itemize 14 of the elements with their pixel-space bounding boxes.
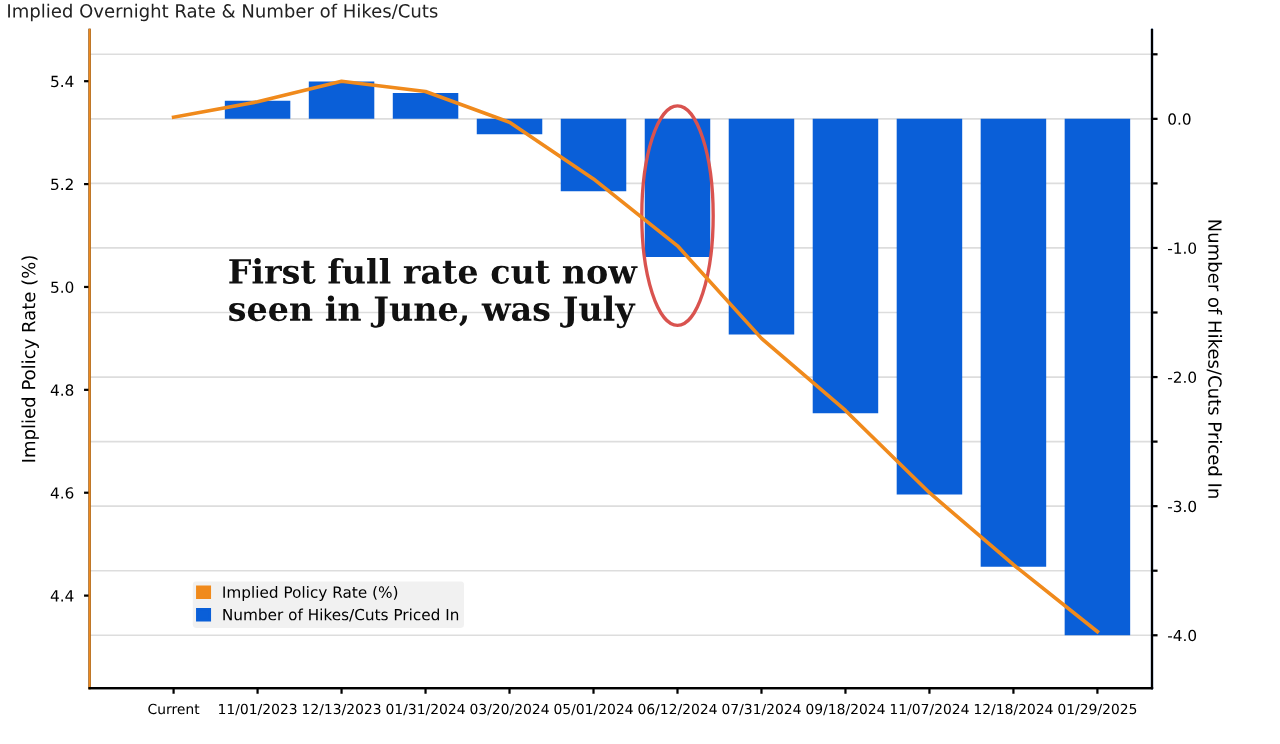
bar (644, 118, 711, 257)
annotation: First full rate cut now seen in June, was July (229, 258, 638, 329)
chart-title: Implied Overnight Rate & Number of Hikes/Cuts (8, 3, 438, 22)
line-series (171, 79, 1100, 634)
bar (980, 118, 1047, 567)
y2-axis-title: Number of Hikes/Cuts Priced In (1206, 220, 1223, 498)
bar (308, 81, 375, 119)
bar (896, 118, 963, 495)
bar (728, 118, 795, 335)
bar (560, 118, 627, 192)
bar (392, 93, 459, 119)
bar (812, 118, 879, 414)
y-axis-title: Implied Policy Rate (%) (21, 256, 39, 462)
bar (1064, 118, 1131, 636)
